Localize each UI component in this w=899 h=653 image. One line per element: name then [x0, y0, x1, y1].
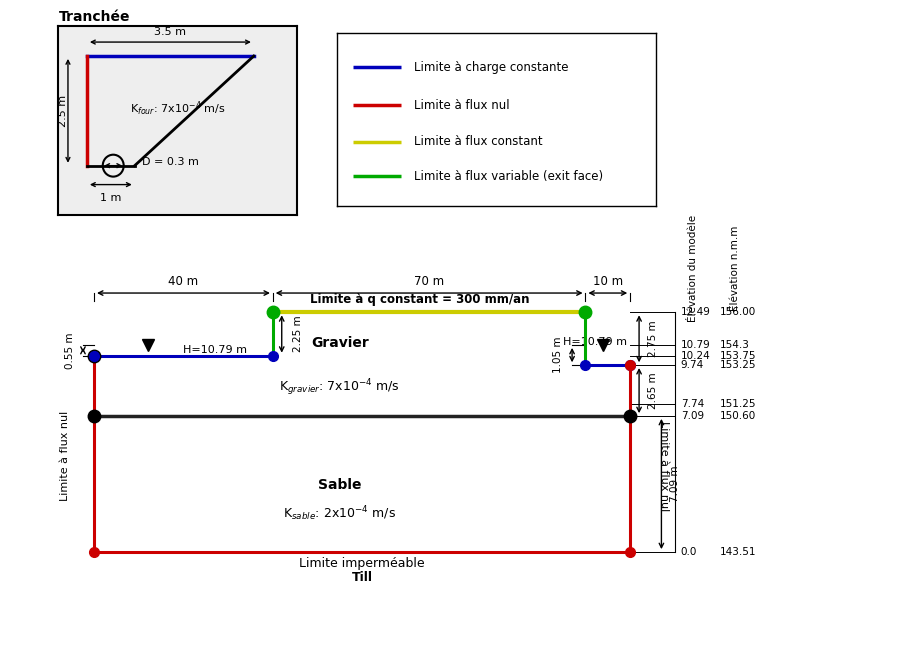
Text: 156.00: 156.00	[719, 308, 756, 317]
Text: Till: Till	[352, 571, 373, 584]
Text: K$_{sable}$: 2x10$^{-4}$ m/s: K$_{sable}$: 2x10$^{-4}$ m/s	[283, 504, 396, 523]
Text: 143.51: 143.51	[719, 547, 756, 557]
Text: 12.49: 12.49	[681, 308, 710, 317]
Text: Tranchée: Tranchée	[58, 10, 130, 24]
Text: D = 0.3 m: D = 0.3 m	[142, 157, 199, 167]
Text: Élévation n.m.m: Élévation n.m.m	[730, 225, 740, 311]
Text: 153.25: 153.25	[719, 360, 756, 370]
Text: 10.24: 10.24	[681, 351, 710, 360]
Text: Limite à flux nul: Limite à flux nul	[60, 411, 70, 502]
Text: H=10.79 m: H=10.79 m	[563, 337, 628, 347]
Text: 2.25 m: 2.25 m	[293, 315, 303, 353]
Text: Gravier: Gravier	[311, 336, 369, 350]
Text: 10.79: 10.79	[681, 340, 710, 350]
Text: Limite imperméable: Limite imperméable	[299, 557, 425, 570]
Text: K$_{gravier}$: 7x10$^{-4}$ m/s: K$_{gravier}$: 7x10$^{-4}$ m/s	[280, 377, 400, 398]
Text: Limite à q constant = 300 mm/an: Limite à q constant = 300 mm/an	[310, 293, 530, 306]
Text: Limite à flux nul: Limite à flux nul	[659, 421, 669, 511]
Text: 153.75: 153.75	[719, 351, 756, 360]
Text: 154.3: 154.3	[719, 340, 750, 350]
Text: H=10.79 m: H=10.79 m	[183, 345, 247, 355]
Text: 151.25: 151.25	[719, 398, 756, 409]
Text: 70 m: 70 m	[414, 276, 444, 288]
Text: 2.65 m: 2.65 m	[648, 372, 658, 409]
Text: 1.05 m: 1.05 m	[553, 337, 563, 374]
Text: K$_{four}$: 7x10$^{-4}$ m/s: K$_{four}$: 7x10$^{-4}$ m/s	[129, 99, 226, 118]
Text: 2.5 m: 2.5 m	[58, 95, 68, 127]
Text: 0.0: 0.0	[681, 547, 697, 557]
Text: Élévation du modèle: Élévation du modèle	[688, 215, 698, 322]
Text: 7.09 m: 7.09 m	[671, 466, 681, 502]
Text: 150.60: 150.60	[719, 411, 756, 421]
Text: 0.55 m: 0.55 m	[65, 332, 75, 368]
Text: 7.74: 7.74	[681, 398, 704, 409]
Text: 9.74: 9.74	[681, 360, 704, 370]
Text: Limite à flux nul: Limite à flux nul	[414, 99, 510, 112]
Text: Limite à flux constant: Limite à flux constant	[414, 135, 542, 148]
Text: 3.5 m: 3.5 m	[155, 27, 186, 37]
Text: Limite à charge constante: Limite à charge constante	[414, 61, 568, 74]
Text: 10 m: 10 m	[592, 276, 623, 288]
Text: 40 m: 40 m	[168, 276, 199, 288]
Text: Sable: Sable	[318, 478, 361, 492]
Text: 1 m: 1 m	[100, 193, 121, 203]
Text: 7.09: 7.09	[681, 411, 704, 421]
Text: Limite à flux variable (exit face): Limite à flux variable (exit face)	[414, 170, 603, 183]
Text: 2.75 m: 2.75 m	[648, 321, 658, 357]
